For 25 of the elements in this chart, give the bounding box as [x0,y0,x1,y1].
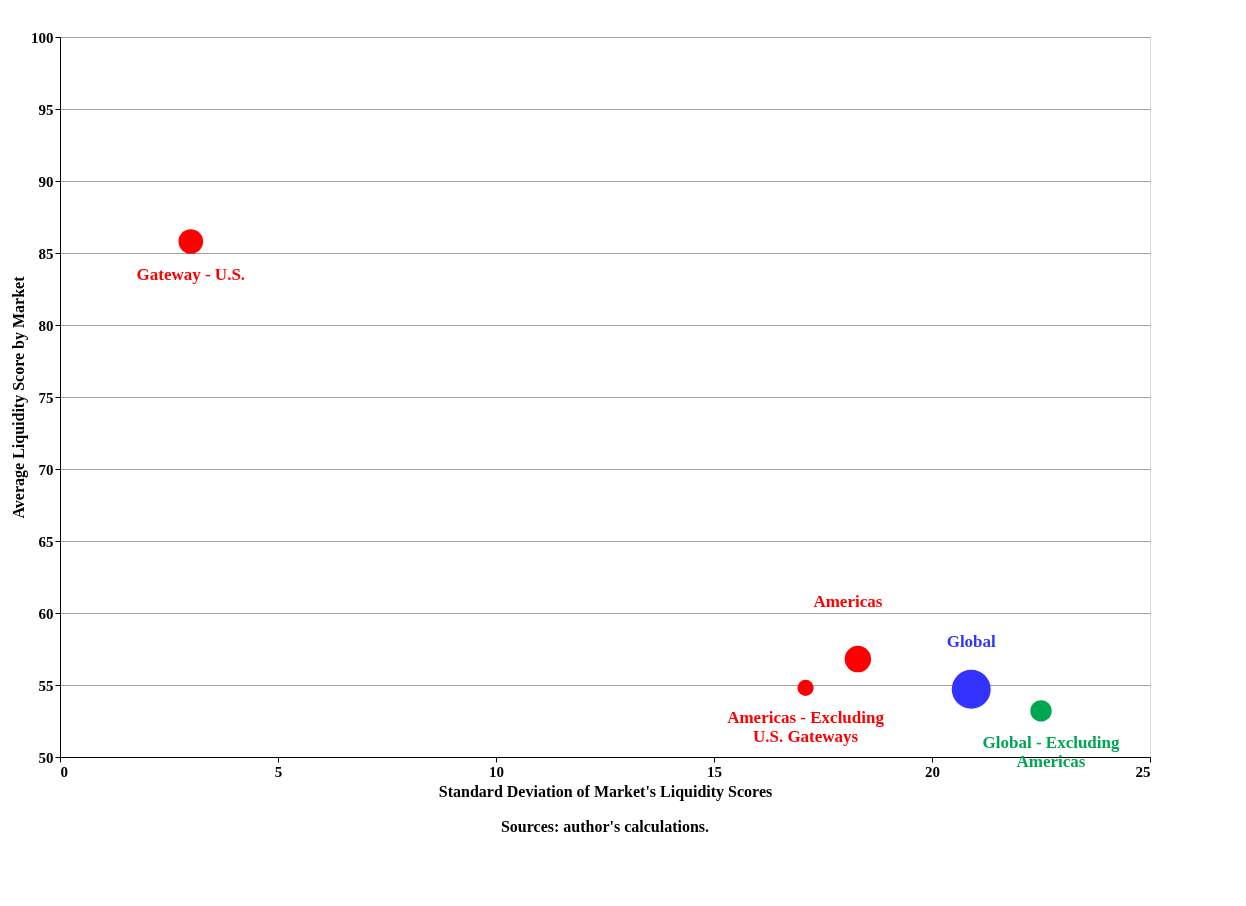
y-tick-label: 100 [31,29,54,46]
series-label: Gateway - U.S. [136,265,246,285]
y-tick-label: 90 [38,173,54,190]
x-tick-label: 10 [489,763,504,780]
series-label: Americas - Excluding U.S. Gateways [727,707,885,746]
x-tick-label: 15 [707,763,722,780]
y-tick-label: 60 [38,605,54,622]
y-tick-label: 50 [38,749,54,766]
x-tick-label: 0 [60,763,68,780]
series-label: Global - Excluding Americas [982,732,1120,771]
y-tick-label: 95 [38,101,54,118]
x-tick-label: 5 [274,763,283,780]
x-tick-label: 25 [1135,763,1151,780]
x-tick-label: 20 [925,763,940,780]
y-tick-label: 65 [38,533,54,550]
y-tick-label: 75 [38,389,54,406]
source-note: Sources: author's calculations. [500,818,710,835]
text: Americas [813,592,883,612]
series-label: Global [946,632,997,652]
y-tick-label: 55 [38,677,54,694]
y-axis-title: Average Liquidity Score by Market [10,275,28,519]
y-tick-label: 70 [38,461,54,478]
x-axis-title: Standard Deviation of Market's Liquidity Scores [438,782,773,801]
y-tick-label: 85 [38,245,54,262]
y-tick-label: 80 [38,317,54,334]
